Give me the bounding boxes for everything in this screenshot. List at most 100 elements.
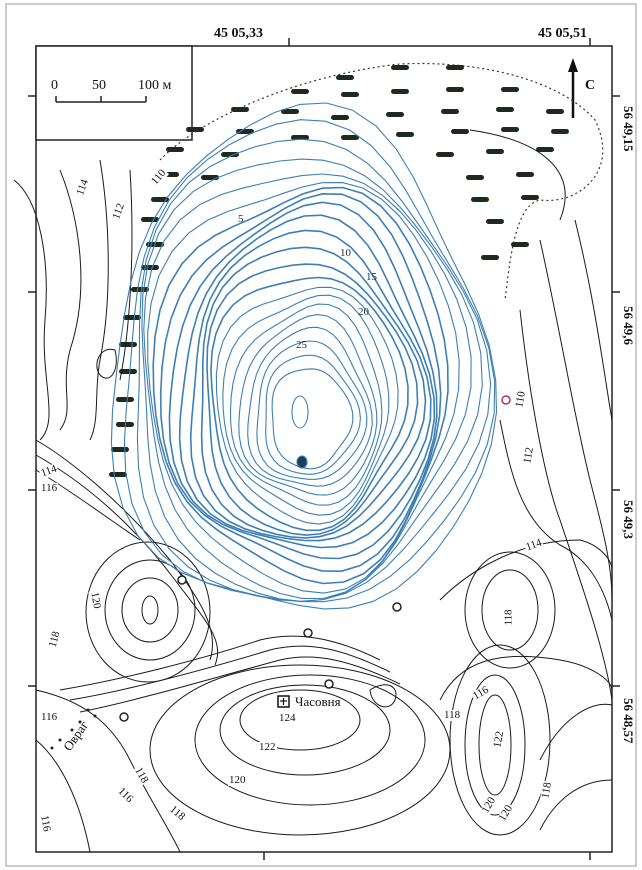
contour-line bbox=[119, 169, 133, 381]
chapel-label: Часовня bbox=[295, 694, 341, 709]
marsh-symbol bbox=[291, 135, 309, 140]
marsh-symbol bbox=[546, 109, 564, 114]
marsh-symbol bbox=[446, 87, 464, 92]
ravine-marks bbox=[50, 708, 97, 750]
depth-contour bbox=[168, 201, 438, 560]
marsh-symbol bbox=[501, 127, 519, 132]
spring-markers bbox=[119, 395, 511, 722]
scale-tick-label: 50 bbox=[92, 78, 106, 93]
depth-contour bbox=[141, 158, 483, 602]
marsh-symbol bbox=[436, 152, 454, 157]
contour-line bbox=[439, 655, 613, 701]
spring-marker bbox=[392, 602, 402, 612]
depth-contour bbox=[189, 229, 432, 542]
depth-contour bbox=[238, 314, 378, 496]
marsh-symbol bbox=[386, 112, 404, 117]
north-label: С bbox=[585, 78, 596, 93]
depth-contour bbox=[143, 173, 472, 599]
contour-line bbox=[96, 348, 117, 379]
marsh-symbol bbox=[291, 89, 309, 94]
right-coordinate-label: 56 49,6 bbox=[621, 306, 636, 345]
contour-line bbox=[519, 309, 613, 701]
marsh-symbol bbox=[281, 109, 299, 114]
depth-contour bbox=[291, 395, 309, 429]
marsh-symbol bbox=[119, 369, 137, 374]
contour-line bbox=[141, 595, 159, 625]
marsh-symbol bbox=[466, 175, 484, 180]
depth-contour bbox=[147, 182, 460, 594]
contour-line bbox=[481, 569, 539, 651]
marsh-symbol bbox=[486, 149, 504, 154]
contour-line bbox=[539, 703, 613, 761]
contour-line bbox=[35, 454, 219, 666]
depth-contour bbox=[215, 286, 399, 525]
contour-line bbox=[35, 469, 141, 541]
contour-label: 116 bbox=[40, 711, 59, 723]
scale-tick-label: 100 м bbox=[138, 78, 172, 93]
marsh-symbol bbox=[111, 447, 129, 452]
marsh-symbol bbox=[331, 115, 349, 120]
contour-line bbox=[35, 689, 181, 853]
marsh-symbol bbox=[441, 109, 459, 114]
depth-contour bbox=[136, 138, 492, 602]
marsh-symbol bbox=[521, 195, 539, 200]
scale-tick-label: 0 bbox=[51, 78, 58, 93]
spring-marker bbox=[177, 575, 187, 585]
contour-line bbox=[499, 419, 613, 621]
contour-line bbox=[464, 674, 526, 816]
marsh-symbol bbox=[131, 287, 149, 292]
marsh-symbol bbox=[336, 75, 354, 80]
depth-contour bbox=[271, 368, 354, 470]
depth-contour bbox=[206, 263, 419, 536]
lake-depth-contours bbox=[110, 102, 498, 610]
marsh-symbol bbox=[536, 147, 554, 152]
marsh-symbol bbox=[109, 472, 127, 477]
marsh-symbol bbox=[151, 197, 169, 202]
depth-contour bbox=[210, 276, 409, 532]
top-coordinate-label: 45 05,33 bbox=[214, 26, 263, 41]
depth-label: 15 bbox=[366, 271, 377, 283]
contour-label: 116 bbox=[38, 813, 53, 834]
marsh-symbol bbox=[496, 107, 514, 112]
contour-line bbox=[89, 159, 109, 441]
depth-contour bbox=[123, 119, 496, 603]
contour-line bbox=[539, 239, 613, 601]
marsh-symbol bbox=[391, 89, 409, 94]
right-coordinate-label: 56 48,57 bbox=[621, 698, 636, 744]
contour-line bbox=[59, 169, 82, 431]
contour-line bbox=[13, 179, 50, 441]
spring-marker bbox=[501, 395, 511, 405]
contour-label: 118 bbox=[502, 608, 515, 627]
scale-box bbox=[35, 45, 193, 141]
marsh-symbol bbox=[551, 129, 569, 134]
contour-line bbox=[239, 689, 361, 751]
marsh-symbol bbox=[341, 92, 359, 97]
depth-contour bbox=[200, 246, 427, 539]
contour-line bbox=[194, 674, 426, 806]
depth-label: 10 bbox=[340, 247, 351, 259]
depth-contour bbox=[256, 340, 368, 480]
depth-contour bbox=[159, 192, 442, 573]
contour-label: 120 bbox=[228, 774, 247, 786]
land-contours bbox=[13, 129, 613, 853]
frame-ticks bbox=[28, 38, 620, 860]
depth-contour bbox=[152, 186, 449, 585]
depth-contour bbox=[178, 214, 436, 549]
contour-line bbox=[104, 559, 196, 661]
chapel-icon bbox=[277, 695, 290, 708]
contour-label: 122 bbox=[258, 741, 277, 753]
marsh-symbol bbox=[396, 132, 414, 137]
top-coordinate-label: 45 05,51 bbox=[538, 26, 587, 41]
contour-line bbox=[219, 684, 391, 776]
contour-line bbox=[59, 635, 381, 691]
marsh-symbol bbox=[471, 197, 489, 202]
spring-marker bbox=[324, 679, 334, 689]
marsh-symbol bbox=[236, 129, 254, 134]
marsh-symbol bbox=[501, 87, 519, 92]
right-coordinate-label: 56 49,3 bbox=[621, 500, 636, 539]
contour-line bbox=[439, 539, 613, 601]
marsh-symbol bbox=[486, 219, 504, 224]
contour-line bbox=[464, 551, 556, 669]
contour-line bbox=[79, 656, 401, 713]
